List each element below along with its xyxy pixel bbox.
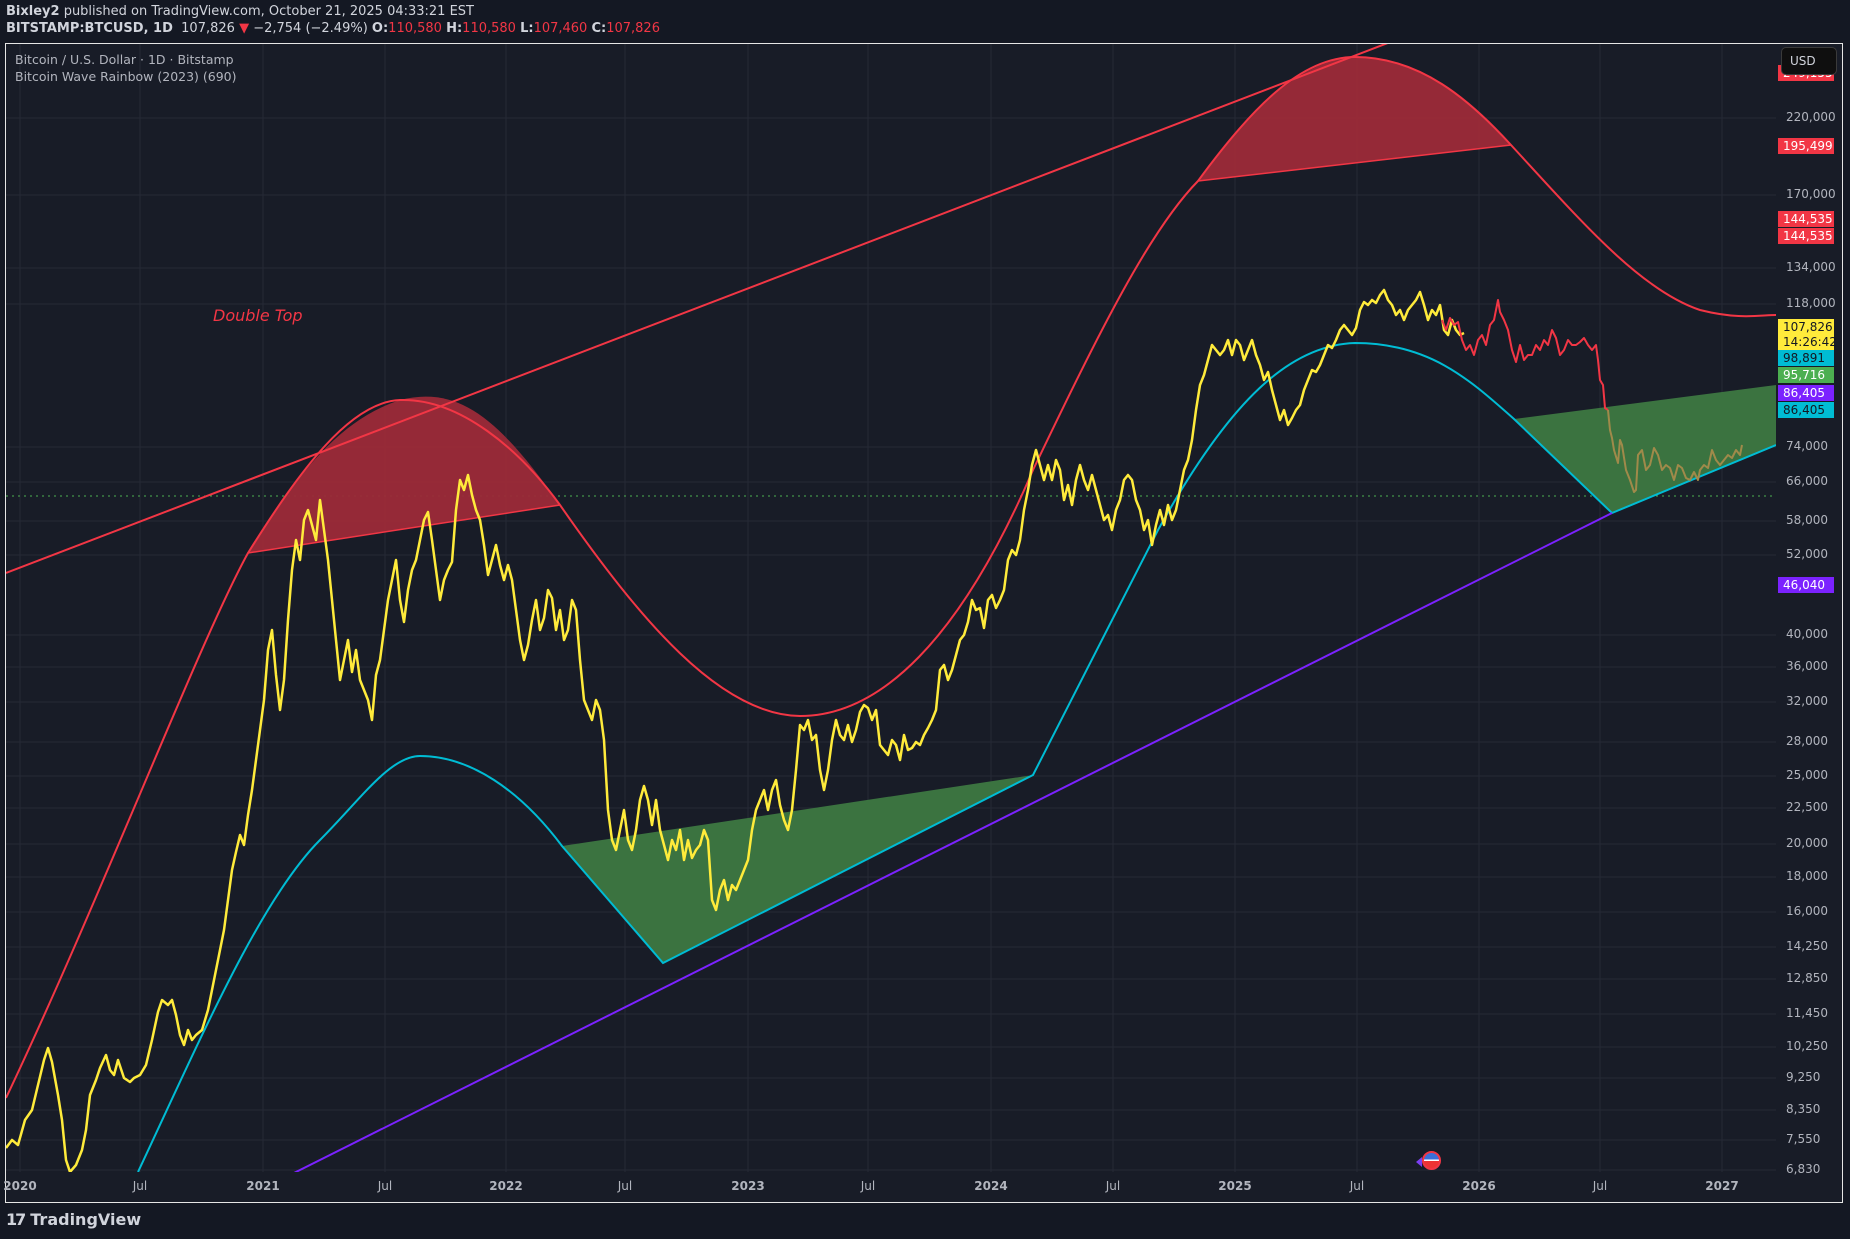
price-tick-label: 28,000: [1786, 734, 1828, 748]
price-level-badge: 86,405: [1778, 385, 1834, 401]
time-tick-label: 2026: [1462, 1179, 1496, 1193]
price-tick-label: 66,000: [1786, 474, 1828, 488]
time-tick-label: 2020: [3, 1179, 37, 1193]
price-tick-label: 7,550: [1786, 1132, 1821, 1146]
time-tick-label: Jul: [617, 1179, 633, 1193]
top-zone-base-2025: [1197, 144, 1512, 182]
tradingview-logo-icon: 17: [6, 1210, 26, 1229]
upper-channel-line: [6, 44, 1388, 574]
price-tick-label: 12,850: [1786, 971, 1828, 985]
symbol-info-bar: BITSTAMP:BTCUSD, 1D 107,826 ▼ −2,754 (−2…: [6, 21, 660, 36]
price-tick-label: 18,000: [1786, 869, 1828, 883]
indicator-legend[interactable]: Bitcoin Wave Rainbow (2023) (690): [15, 69, 237, 84]
upper-wave-band: [6, 55, 1776, 1099]
time-tick-label: 2024: [974, 1179, 1008, 1193]
price-tick-label: 10,250: [1786, 1039, 1828, 1053]
last-price: 107,826: [181, 21, 235, 36]
price-tick-label: 74,000: [1786, 439, 1828, 453]
time-tick-label: Jul: [377, 1179, 393, 1193]
symbol-name: BITSTAMP:BTCUSD, 1D: [6, 21, 173, 36]
bottom-zone-fill-2022: [562, 775, 1033, 963]
close-label: C:: [591, 21, 607, 36]
time-tick-label: Jul: [1592, 1179, 1608, 1193]
chart-pane[interactable]: [5, 43, 1843, 1203]
published-text: published on TradingView.com, October 21…: [63, 4, 474, 19]
price-level-badge: 144,535: [1778, 211, 1834, 227]
low-label: L:: [520, 21, 534, 36]
top-zone-base-2021: [247, 504, 561, 554]
us-flag-event-icon[interactable]: [1422, 1151, 1441, 1170]
price-change: −2,754 (−2.49%): [253, 21, 368, 36]
price-level-badge: 98,891: [1778, 350, 1834, 366]
price-tick-label: 20,000: [1786, 836, 1828, 850]
time-tick-label: 2025: [1218, 1179, 1252, 1193]
event-marker-arrow-icon: [1416, 1157, 1422, 1167]
price-tick-label: 118,000: [1786, 296, 1836, 310]
price-tick-label: 220,000: [1786, 110, 1836, 124]
publish-info: Bixley2 published on TradingView.com, Oc…: [6, 4, 474, 19]
top-zone-fill-2021: [248, 396, 560, 553]
price-level-badge: 95,716: [1778, 367, 1834, 383]
low-value: 107,460: [533, 21, 588, 36]
close-value: 107,826: [606, 21, 660, 36]
price-tick-label: 40,000: [1786, 627, 1828, 641]
price-tick-label: 170,000: [1786, 187, 1836, 201]
double-top-annotation[interactable]: Double Top: [213, 306, 303, 325]
projection-faded-line: [1607, 409, 1743, 493]
time-tick-label: 2022: [489, 1179, 523, 1193]
price-tick-label: 36,000: [1786, 659, 1828, 673]
lower-wave-band: [137, 341, 1776, 1172]
high-value: 110,580: [462, 21, 516, 36]
open-value: 110,580: [388, 21, 442, 36]
base-trend-line: [293, 512, 1613, 1172]
high-label: H:: [446, 21, 463, 36]
time-tick-label: Jul: [1349, 1179, 1365, 1193]
time-tick-label: 2021: [246, 1179, 280, 1193]
price-tick-label: 9,250: [1786, 1070, 1821, 1084]
price-tick-label: 134,000: [1786, 260, 1836, 274]
time-tick-label: Jul: [860, 1179, 876, 1193]
price-tick-label: 16,000: [1786, 904, 1828, 918]
tradingview-brand-text: TradingView: [30, 1210, 142, 1229]
price-tick-label: 11,450: [1786, 1006, 1828, 1020]
time-tick-label: 2023: [731, 1179, 765, 1193]
price-level-badge: 14:26:42: [1778, 334, 1837, 350]
price-tick-label: 32,000: [1786, 694, 1828, 708]
time-tick-label: Jul: [132, 1179, 148, 1193]
chart-legend-title[interactable]: Bitcoin / U.S. Dollar · 1D · Bitstamp: [15, 52, 234, 67]
price-tick-label: 8,350: [1786, 1102, 1821, 1116]
open-label: O:: [371, 21, 389, 36]
price-tick-label: 14,250: [1786, 939, 1828, 953]
price-line: [6, 288, 1465, 1172]
price-level-badge: 195,499: [1778, 138, 1834, 154]
projection-line: [1441, 299, 1609, 411]
price-tick-label: 25,000: [1786, 768, 1828, 782]
price-tick-label: 6,830: [1786, 1162, 1821, 1176]
bottom-zone-fill-2026: [1514, 385, 1776, 513]
author-name[interactable]: Bixley2: [6, 4, 60, 19]
time-tick-label: 2027: [1705, 1179, 1739, 1193]
price-level-badge: 86,405: [1778, 402, 1834, 418]
grid-lines: [6, 44, 1776, 1172]
price-level-badge: 107,826: [1778, 319, 1834, 335]
top-zone-fill-2025: [1198, 57, 1511, 181]
price-tick-label: 58,000: [1786, 513, 1828, 527]
currency-button[interactable]: USD: [1781, 47, 1837, 75]
time-tick-label: Jul: [1105, 1179, 1121, 1193]
price-tick-label: 52,000: [1786, 547, 1828, 561]
price-level-badge: 144,535: [1778, 228, 1834, 244]
down-arrow-icon: ▼: [239, 21, 250, 36]
tradingview-logo[interactable]: 17 TradingView: [6, 1210, 141, 1229]
price-tick-label: 22,500: [1786, 800, 1828, 814]
price-level-badge: 46,040: [1778, 577, 1834, 593]
